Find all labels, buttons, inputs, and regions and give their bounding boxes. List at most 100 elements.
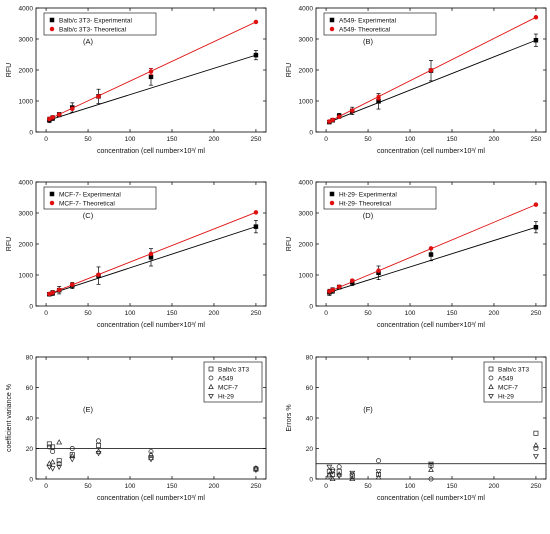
- data-point: [46, 441, 52, 447]
- legend-label: A549- Theoretical: [339, 26, 391, 33]
- y-tick-label: 2000: [19, 67, 34, 74]
- chart-panel-6: 0 50 100 150 200 250 0 20 40 60 80 concentration (c…: [286, 354, 547, 502]
- series-3: [326, 442, 539, 482]
- legend-box: [323, 12, 437, 36]
- chart-panel-5: 0 50 100 150 200 250 0 20 40 60 80 concentration (c…: [6, 354, 267, 502]
- legend-marker: [208, 383, 214, 389]
- series-4: [46, 451, 259, 474]
- y-tick-label: 60: [26, 385, 34, 392]
- data-point: [148, 251, 154, 257]
- panel-label: (E): [83, 405, 94, 414]
- y-tick-label: 0: [309, 476, 313, 483]
- x-tick-label: 50: [364, 310, 372, 317]
- y-tick-label: 1000: [19, 98, 34, 105]
- y-tick-label: 1000: [299, 98, 314, 105]
- series-line: [49, 226, 257, 295]
- data-point: [533, 442, 539, 448]
- data-point: [350, 108, 355, 113]
- x-tick-label: 250: [250, 310, 261, 317]
- legend-label: Balb/c 3T3: [498, 366, 529, 373]
- x-tick-label: 0: [44, 483, 48, 490]
- x-tick-label: 50: [364, 136, 372, 143]
- y-tick-label: 2000: [299, 241, 314, 248]
- data-point: [428, 246, 434, 251]
- data-point: [533, 15, 539, 20]
- data-point: [50, 115, 55, 120]
- y-tick-label: 3000: [299, 210, 314, 217]
- x-tick-label: 100: [405, 310, 416, 317]
- x-tick-label: 200: [209, 483, 220, 490]
- data-point: [56, 287, 62, 293]
- legend-marker: [49, 191, 55, 197]
- series-2: [327, 202, 539, 294]
- legend-marker: [329, 200, 335, 206]
- y-tick-label: 0: [29, 476, 33, 483]
- legend-label: Ht-29: [498, 393, 514, 400]
- data-point: [349, 473, 355, 479]
- legend-label: A549: [218, 375, 234, 382]
- data-point: [533, 37, 539, 43]
- data-point: [56, 112, 62, 117]
- x-tick-label: 150: [447, 483, 458, 490]
- y-axis-title: coefficient variance %: [6, 384, 13, 452]
- data-point: [49, 466, 56, 472]
- series-line: [329, 226, 537, 293]
- data-point: [148, 74, 154, 80]
- series-4: [326, 454, 539, 480]
- legend-box: [483, 361, 543, 403]
- y-tick-label: 40: [26, 415, 34, 422]
- x-tick-label: 0: [324, 310, 328, 317]
- legend-marker: [208, 394, 214, 400]
- series-2: [47, 19, 259, 122]
- chart-panel-4: 0 50 100 150 200 250 0 1000 2000 3000 4000 concentr…: [286, 179, 547, 329]
- legend-label: MCF-7: [498, 384, 518, 391]
- data-point: [56, 439, 63, 445]
- legend-marker: [329, 17, 335, 23]
- legend-marker: [488, 394, 494, 400]
- x-tick-label: 100: [125, 136, 136, 143]
- y-tick-label: 0: [309, 129, 313, 136]
- series-2: [327, 15, 539, 124]
- x-tick-label: 50: [364, 483, 372, 490]
- x-tick-label: 150: [447, 136, 458, 143]
- y-tick-label: 0: [309, 303, 313, 310]
- x-tick-label: 250: [250, 136, 261, 143]
- legend-label: A549- Experimental: [339, 17, 397, 24]
- data-point: [533, 454, 539, 460]
- data-point: [253, 224, 259, 229]
- data-point: [70, 282, 75, 287]
- x-axis-title: concentration (cell number×10³/ ml: [97, 495, 205, 502]
- data-point: [350, 278, 355, 283]
- data-point: [329, 475, 336, 482]
- x-tick-label: 0: [324, 483, 328, 490]
- legend-marker: [49, 17, 55, 23]
- data-point: [50, 449, 56, 454]
- data-point: [46, 444, 52, 450]
- data-point: [376, 268, 381, 273]
- data-point: [69, 452, 75, 458]
- data-point: [349, 475, 356, 482]
- y-tick-label: 4000: [19, 5, 34, 12]
- chart-panel-1: 0 50 100 150 200 250 0 1000 2000 3000 4000 concentr…: [6, 5, 267, 155]
- x-tick-label: 50: [84, 136, 92, 143]
- series-1: [327, 221, 539, 296]
- x-tick-label: 100: [405, 136, 416, 143]
- series-line: [49, 54, 257, 121]
- y-tick-label: 60: [306, 385, 314, 392]
- series-1: [46, 441, 259, 472]
- x-axis-title: concentration (cell number×10³/ ml: [377, 322, 485, 329]
- data-point: [375, 474, 382, 480]
- data-point: [533, 225, 539, 230]
- x-tick-label: 200: [209, 310, 220, 317]
- data-point: [376, 471, 381, 477]
- data-point: [148, 451, 154, 457]
- x-tick-label: 200: [209, 136, 220, 143]
- legend-marker: [49, 200, 55, 206]
- legend-label: MCF-7: [218, 384, 238, 391]
- data-point: [49, 458, 56, 465]
- data-point: [56, 458, 62, 464]
- x-tick-label: 150: [167, 310, 178, 317]
- chart-panel-2: 0 50 100 150 200 250 0 1000 2000 3000 4000 concentr…: [286, 5, 547, 155]
- legend-label: MCF-7- Theoretical: [59, 200, 115, 207]
